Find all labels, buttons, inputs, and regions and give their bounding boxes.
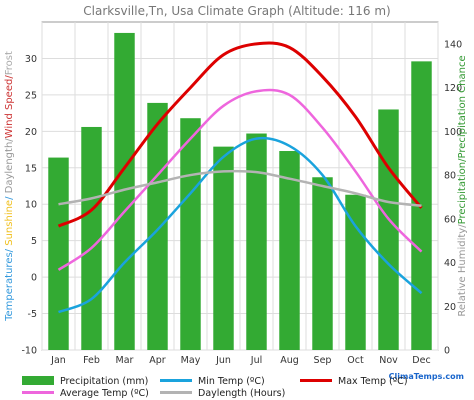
x-tick-label: Aug xyxy=(280,355,299,366)
axis-label-part: / xyxy=(4,246,15,253)
legend-label: Average Temp (ºC) xyxy=(60,388,149,399)
x-tick-label: May xyxy=(181,355,201,366)
left-tick-label: 30 xyxy=(25,54,37,65)
x-tick-label: Sep xyxy=(314,355,332,366)
precip-bar xyxy=(378,109,399,350)
axis-label-part: Temperatures xyxy=(4,252,15,322)
axis-label-part: / xyxy=(4,193,15,200)
right-tick-label: 40 xyxy=(444,258,456,269)
right-tick-label: 120 xyxy=(444,83,462,94)
legend-label: Min Temp (ºC) xyxy=(198,376,265,387)
series-line xyxy=(58,136,423,314)
right-tick-label: 100 xyxy=(444,127,462,138)
x-tick-label: Jul xyxy=(250,355,262,366)
left-tick-label: 25 xyxy=(25,90,37,101)
precip-bar xyxy=(279,151,300,350)
axis-label-part: Wind Speed xyxy=(4,79,15,139)
right-axis-label: Relative Humidity/Precipitation/Precipit… xyxy=(457,55,468,316)
axis-label-part: / xyxy=(4,75,15,79)
legend-label: Precipitation (mm) xyxy=(60,376,148,387)
precip-bar xyxy=(180,118,201,350)
axes: -10 -5 0 5 10 15 20 25 30 0 20 40 60 80 100 120 140 Jan Fe… xyxy=(4,39,468,366)
x-tick-label: Nov xyxy=(379,355,398,366)
left-tick-label: -5 xyxy=(28,309,37,320)
left-tick-label: 10 xyxy=(25,200,37,211)
axis-label-part: / xyxy=(457,224,468,228)
series-line xyxy=(57,88,423,271)
series-line xyxy=(57,41,423,228)
precip-bar xyxy=(213,146,234,350)
legend-swatch xyxy=(22,376,54,385)
left-tick-label: 20 xyxy=(25,127,37,138)
precip-bar xyxy=(81,126,102,351)
axis-label-part: / xyxy=(457,158,468,162)
axis-label-part: Frost xyxy=(4,51,15,75)
legend: ClimaTemps.com Precipitation (mm) Min Temp… xyxy=(22,372,464,399)
x-tick-label: Jan xyxy=(50,355,66,366)
series-line xyxy=(58,169,422,207)
axis-label-part: Precipitation Chance xyxy=(457,55,468,158)
left-tick-label: 15 xyxy=(25,163,37,174)
x-tick-label: Oct xyxy=(347,355,364,366)
precip-bar xyxy=(345,194,366,350)
legend-label: Max Temp (ºC) xyxy=(338,376,408,387)
precip-bar xyxy=(114,32,135,350)
x-tick-label: Mar xyxy=(116,355,134,366)
chart-title: Clarksville,Tn, Usa Climate Graph (Altit… xyxy=(83,4,390,18)
precip-bar xyxy=(147,102,168,350)
precip-bar xyxy=(48,157,69,350)
x-tick-label: Jun xyxy=(215,355,231,366)
axis-label-part: Daylength xyxy=(4,142,15,194)
legend-label: Daylength (Hours) xyxy=(198,388,285,399)
precip-bar xyxy=(312,177,333,350)
plot-area xyxy=(41,21,439,351)
left-tick-label: 5 xyxy=(31,236,37,247)
right-tick-label: 60 xyxy=(444,214,456,225)
x-tick-label: Feb xyxy=(83,355,100,366)
axis-label-part: Relative Humidity xyxy=(457,228,468,317)
left-axis-label: Temperatures/ Sunshine/ Daylength/Wind S… xyxy=(4,51,15,322)
axis-label-part: / xyxy=(4,138,15,142)
left-tick-label: 0 xyxy=(31,273,37,284)
watermark-text: ClimaTemps.com xyxy=(389,372,464,381)
axis-label-part: Precipitation xyxy=(457,162,468,225)
right-tick-label: 0 xyxy=(444,346,450,357)
x-tick-label: Apr xyxy=(149,355,166,366)
right-tick-label: 140 xyxy=(444,39,462,50)
x-tick-label: Dec xyxy=(412,355,430,366)
precip-bar xyxy=(246,133,267,350)
axis-label-part: Sunshine xyxy=(4,200,15,246)
left-tick-label: -10 xyxy=(21,346,37,357)
right-tick-label: 80 xyxy=(444,171,456,182)
right-tick-label: 20 xyxy=(444,302,456,313)
